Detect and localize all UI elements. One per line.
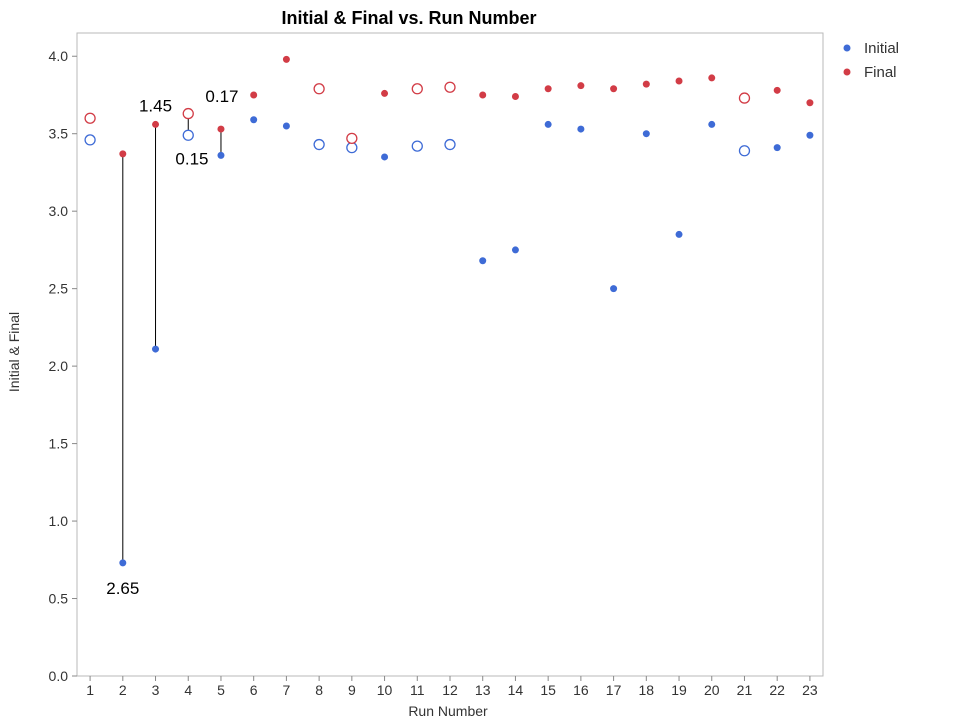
final-point <box>773 86 781 94</box>
initial-point-hollow <box>411 140 423 152</box>
final-point <box>675 77 683 85</box>
initial-point-hollow <box>738 145 751 157</box>
initial-point <box>544 120 552 128</box>
x-tick-label: 2 <box>119 682 127 698</box>
x-tick-label: 19 <box>671 682 687 698</box>
x-tick-label: 20 <box>704 682 720 698</box>
annotations: 2.65 1.45 0.17 0.15 <box>106 87 238 598</box>
legend-marker <box>843 44 851 52</box>
final-point <box>511 93 519 101</box>
plot-area <box>76 32 824 677</box>
x-tick-label: 6 <box>250 682 258 698</box>
chart-title: Initial & Final vs. Run Number <box>281 8 536 28</box>
x-tick-label: 3 <box>152 682 160 698</box>
y-tick-label: 2.0 <box>49 358 69 374</box>
difference-lines <box>122 113 222 563</box>
final-point <box>119 150 127 158</box>
x-tick-label: 22 <box>769 682 785 698</box>
difference-label: 0.15 <box>175 149 208 168</box>
difference-label: 0.17 <box>205 87 238 106</box>
initial-point <box>119 559 127 567</box>
initial-point <box>479 257 487 265</box>
final-point <box>577 82 585 90</box>
x-tick-label: 12 <box>442 682 458 698</box>
x-tick-label: 15 <box>540 682 556 698</box>
x-tick-label: 1 <box>86 682 94 698</box>
final-point-hollow <box>346 132 358 145</box>
initial-point-hollow <box>444 138 456 151</box>
initial-point-hollow <box>182 129 194 141</box>
legend-label: Final <box>864 64 897 81</box>
y-tick-label: 0.5 <box>49 591 69 607</box>
initial-point <box>806 131 814 139</box>
initial-point <box>152 345 160 353</box>
x-tick-label: 10 <box>377 682 393 698</box>
x-tick-label: 7 <box>283 682 291 698</box>
final-point-hollow <box>444 81 456 93</box>
y-tick-label: 1.5 <box>49 436 69 452</box>
difference-label: 1.45 <box>139 96 172 115</box>
x-tick-label: 4 <box>184 682 192 698</box>
final-point-hollow <box>313 83 325 95</box>
final-point <box>217 125 225 133</box>
final-point <box>642 80 650 88</box>
x-tick-label: 16 <box>573 682 589 698</box>
initial-point <box>217 151 225 159</box>
legend-label: Initial <box>864 40 899 57</box>
y-axis-label: Initial & Final <box>6 312 22 392</box>
data-points <box>84 55 814 567</box>
final-point <box>152 120 160 128</box>
final-point <box>708 74 716 82</box>
final-point <box>806 99 814 107</box>
initial-point <box>708 120 716 128</box>
difference-label: 2.65 <box>106 579 139 598</box>
final-point-hollow <box>411 83 423 95</box>
x-tick-label: 8 <box>315 682 323 698</box>
final-point-hollow <box>738 92 751 104</box>
x-tick-label: 14 <box>508 682 524 698</box>
y-tick-label: 4.0 <box>49 48 69 64</box>
initial-point <box>381 153 389 161</box>
x-tick-label: 21 <box>737 682 753 698</box>
final-point <box>544 85 552 93</box>
initial-point <box>642 130 650 138</box>
initial-point <box>675 230 683 238</box>
x-tick-label: 9 <box>348 682 356 698</box>
x-tick-label: 23 <box>802 682 818 698</box>
x-tick-label: 13 <box>475 682 491 698</box>
x-axis: 1 2 3 4 5 6 7 8 9 10 11 12 13 14 15 16 17 18 19 20 21 22 23 <box>86 676 818 698</box>
legend-marker <box>843 68 851 76</box>
x-tick-label: 5 <box>217 682 225 698</box>
y-tick-label: 3.5 <box>49 126 69 142</box>
y-tick-label: 2.5 <box>49 281 69 297</box>
final-point-hollow <box>182 107 194 120</box>
x-tick-label: 17 <box>606 682 622 698</box>
x-tick-label: 11 <box>410 682 425 698</box>
initial-point <box>773 144 781 152</box>
initial-point <box>282 122 290 130</box>
final-point <box>610 85 618 93</box>
initial-point-hollow <box>84 134 96 146</box>
final-point-hollow <box>84 112 96 124</box>
y-tick-label: 1.0 <box>49 513 69 529</box>
final-point <box>381 89 389 97</box>
x-tick-label: 18 <box>639 682 655 698</box>
y-tick-label: 0.0 <box>49 668 69 684</box>
final-point <box>479 91 487 99</box>
final-point <box>250 91 258 99</box>
y-axis: 0.0 0.5 1.0 1.5 2.0 2.5 3.0 3.5 4.0 <box>49 48 77 684</box>
initial-point <box>511 246 519 254</box>
x-axis-label: Run Number <box>408 703 488 719</box>
y-tick-label: 3.0 <box>49 203 69 219</box>
legend: Initial Final <box>843 40 899 81</box>
initial-point <box>250 116 258 124</box>
initial-point <box>610 285 618 293</box>
initial-point-hollow <box>313 138 325 151</box>
initial-point-hollow <box>346 142 358 154</box>
initial-point <box>577 125 585 133</box>
final-point <box>282 55 290 63</box>
